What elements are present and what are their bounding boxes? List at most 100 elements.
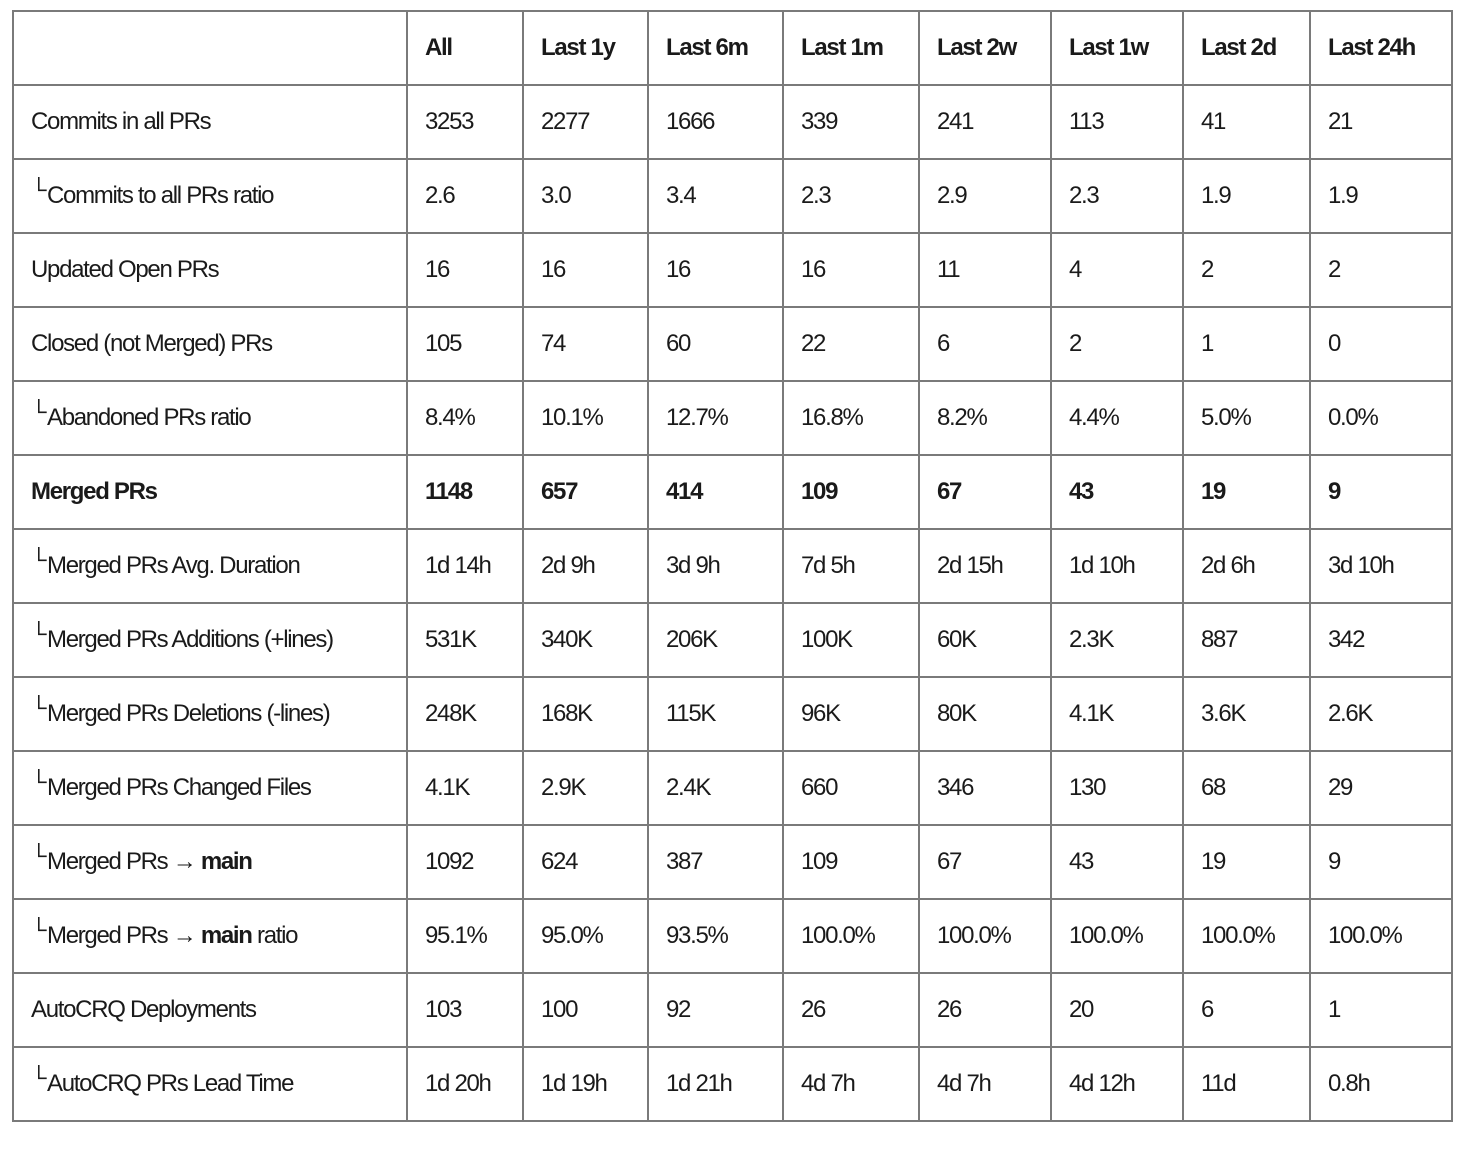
table-cell: 1 bbox=[1182, 306, 1311, 382]
column-header: Last 2w bbox=[918, 10, 1052, 86]
table-row: └Commits to all PRs ratio 2.6 3.0 3.4 2.3 2.9… bbox=[12, 158, 1453, 234]
sub-row-marker: └ bbox=[31, 843, 47, 868]
table-cell: 660 bbox=[782, 750, 920, 826]
header-corner-cell bbox=[12, 10, 408, 86]
table-cell: 1092 bbox=[406, 824, 524, 900]
row-label: └Merged PRs Deletions (-lines) bbox=[12, 676, 408, 752]
sub-row-marker: └ bbox=[31, 547, 47, 572]
table-cell: 130 bbox=[1050, 750, 1184, 826]
header-row: All Last 1y Last 6m Last 1m Last 2w Last 1w La… bbox=[12, 10, 1453, 86]
sub-row-marker: └ bbox=[31, 621, 47, 646]
table-cell: 100.0% bbox=[1182, 898, 1311, 974]
table-cell: 4d 7h bbox=[918, 1046, 1052, 1122]
table-cell: 43 bbox=[1050, 454, 1184, 530]
table-cell: 41 bbox=[1182, 84, 1311, 160]
row-label: └Abandoned PRs ratio bbox=[12, 380, 408, 456]
table-cell: 0 bbox=[1309, 306, 1453, 382]
table-cell: 92 bbox=[647, 972, 784, 1048]
table-cell: 2 bbox=[1309, 232, 1453, 308]
table-cell: 9 bbox=[1309, 454, 1453, 530]
table-cell: 624 bbox=[522, 824, 649, 900]
table-cell: 115K bbox=[647, 676, 784, 752]
row-label-text: Merged PRs Changed Files bbox=[47, 774, 312, 801]
table-row: └AutoCRQ PRs Lead Time 1d 20h 1d 19h 1d 21h… bbox=[12, 1046, 1453, 1122]
table-cell: 2.3 bbox=[1050, 158, 1184, 234]
table-cell: 387 bbox=[647, 824, 784, 900]
row-label-text: Merged PRs Deletions (-lines) bbox=[47, 700, 331, 727]
pr-stats-table: All Last 1y Last 6m Last 1m Last 2w Last 1w La… bbox=[12, 10, 1453, 1122]
table-cell: 2.9K bbox=[522, 750, 649, 826]
table-cell: 6 bbox=[1182, 972, 1311, 1048]
table-cell: 2.3 bbox=[782, 158, 920, 234]
table-row: Updated Open PRs 16 16 16 16 11 4 2 2 bbox=[12, 232, 1453, 308]
row-label: Closed (not Merged) PRs bbox=[12, 306, 408, 382]
table-row: └Merged PRs → main ratio 95.1% 95.0% 93.5% 1… bbox=[12, 898, 1453, 974]
row-label: └Merged PRs → main ratio bbox=[12, 898, 408, 974]
table-cell: 22 bbox=[782, 306, 920, 382]
row-label-text: AutoCRQ Deployments bbox=[31, 996, 257, 1023]
table-row: └Merged PRs Deletions (-lines) 248K 168K 11… bbox=[12, 676, 1453, 752]
table-cell: 0.8h bbox=[1309, 1046, 1453, 1122]
table-cell: 16 bbox=[406, 232, 524, 308]
column-header: All bbox=[406, 10, 524, 86]
branch-name: main bbox=[200, 922, 253, 949]
table-cell: 109 bbox=[782, 454, 920, 530]
table-cell: 3.6K bbox=[1182, 676, 1311, 752]
table-cell: 1 bbox=[1309, 972, 1453, 1048]
sub-row-marker: └ bbox=[31, 177, 47, 202]
table-cell: 100.0% bbox=[918, 898, 1052, 974]
table-cell: 8.4% bbox=[406, 380, 524, 456]
sub-row-marker: └ bbox=[31, 917, 47, 942]
table-cell: 4d 12h bbox=[1050, 1046, 1184, 1122]
table-cell: 531K bbox=[406, 602, 524, 678]
column-header: Last 6m bbox=[647, 10, 784, 86]
table-cell: 887 bbox=[1182, 602, 1311, 678]
sub-row-marker: └ bbox=[31, 769, 47, 794]
row-label: └Merged PRs Avg. Duration bbox=[12, 528, 408, 604]
table-cell: 100.0% bbox=[1050, 898, 1184, 974]
row-label-text: Commits in all PRs bbox=[31, 108, 212, 135]
table-cell: 103 bbox=[406, 972, 524, 1048]
table-cell: 21 bbox=[1309, 84, 1453, 160]
table-cell: 4d 7h bbox=[782, 1046, 920, 1122]
table-cell: 109 bbox=[782, 824, 920, 900]
branch-name: main bbox=[200, 848, 253, 875]
table-cell: 2d 6h bbox=[1182, 528, 1311, 604]
table-cell: 657 bbox=[522, 454, 649, 530]
table-cell: 2.3K bbox=[1050, 602, 1184, 678]
row-label-text: Commits to all PRs ratio bbox=[47, 182, 275, 209]
row-label: └Commits to all PRs ratio bbox=[12, 158, 408, 234]
arrow-icon: → bbox=[172, 848, 197, 875]
table-cell: 0.0% bbox=[1309, 380, 1453, 456]
table-cell: 16 bbox=[522, 232, 649, 308]
table-cell: 113 bbox=[1050, 84, 1184, 160]
table-cell: 95.1% bbox=[406, 898, 524, 974]
table-cell: 16 bbox=[782, 232, 920, 308]
table-cell: 26 bbox=[918, 972, 1052, 1048]
row-label-text: Updated Open PRs bbox=[31, 256, 220, 283]
table-cell: 5.0% bbox=[1182, 380, 1311, 456]
table-cell: 248K bbox=[406, 676, 524, 752]
column-header: Last 2d bbox=[1182, 10, 1311, 86]
row-label: Merged PRs bbox=[12, 454, 408, 530]
table-row: Merged PRs 1148 657 414 109 67 43 19 9 bbox=[12, 454, 1453, 530]
table-cell: 60K bbox=[918, 602, 1052, 678]
table-body: Commits in all PRs 3253 2277 1666 339 241 113 4… bbox=[12, 84, 1453, 1122]
table-row: └Merged PRs Avg. Duration 1d 14h 2d 9h 3d 9… bbox=[12, 528, 1453, 604]
table-cell: 105 bbox=[406, 306, 524, 382]
table-cell: 2 bbox=[1182, 232, 1311, 308]
table-cell: 1148 bbox=[406, 454, 524, 530]
column-header: Last 1m bbox=[782, 10, 920, 86]
table-cell: 1d 20h bbox=[406, 1046, 524, 1122]
table-cell: 1d 10h bbox=[1050, 528, 1184, 604]
table-row: └Merged PRs Additions (+lines) 531K 340K 20… bbox=[12, 602, 1453, 678]
table-row: └Merged PRs → main 1092 624 387 109 67 43 19 9 bbox=[12, 824, 1453, 900]
row-label-text: Merged PRs bbox=[31, 478, 158, 505]
table-cell: 19 bbox=[1182, 454, 1311, 530]
row-label: Commits in all PRs bbox=[12, 84, 408, 160]
table-row: Commits in all PRs 3253 2277 1666 339 241 113 4… bbox=[12, 84, 1453, 160]
row-label: Updated Open PRs bbox=[12, 232, 408, 308]
row-label: AutoCRQ Deployments bbox=[12, 972, 408, 1048]
table-cell: 342 bbox=[1309, 602, 1453, 678]
table-cell: 2.6K bbox=[1309, 676, 1453, 752]
